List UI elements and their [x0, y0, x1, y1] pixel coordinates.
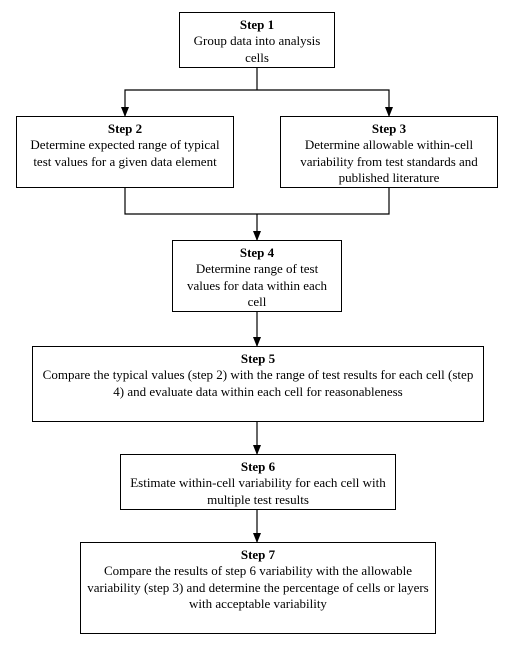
flowchart-canvas: Step 1 Group data into analysis cells St… [0, 0, 515, 646]
node-step4-title: Step 4 [179, 245, 335, 261]
node-step2-title: Step 2 [23, 121, 227, 137]
node-step3-text: Determine allowable within-cell variabil… [300, 137, 478, 185]
node-step6-title: Step 6 [127, 459, 389, 475]
node-step1-title: Step 1 [186, 17, 328, 33]
node-step6: Step 6 Estimate within-cell variability … [120, 454, 396, 510]
node-step4-text: Determine range of test values for data … [187, 261, 327, 309]
node-step7-title: Step 7 [87, 547, 429, 563]
node-step2: Step 2 Determine expected range of typic… [16, 116, 234, 188]
node-step3: Step 3 Determine allowable within-cell v… [280, 116, 498, 188]
node-step5-title: Step 5 [39, 351, 477, 367]
node-step5: Step 5 Compare the typical values (step … [32, 346, 484, 422]
node-step6-text: Estimate within-cell variability for eac… [130, 475, 386, 506]
node-step4: Step 4 Determine range of test values fo… [172, 240, 342, 312]
node-step3-title: Step 3 [287, 121, 491, 137]
node-step7: Step 7 Compare the results of step 6 var… [80, 542, 436, 634]
node-step1: Step 1 Group data into analysis cells [179, 12, 335, 68]
node-step5-text: Compare the typical values (step 2) with… [43, 367, 474, 398]
node-step7-text: Compare the results of step 6 variabilit… [87, 563, 428, 611]
node-step1-text: Group data into analysis cells [194, 33, 321, 64]
node-step2-text: Determine expected range of typical test… [30, 137, 219, 168]
